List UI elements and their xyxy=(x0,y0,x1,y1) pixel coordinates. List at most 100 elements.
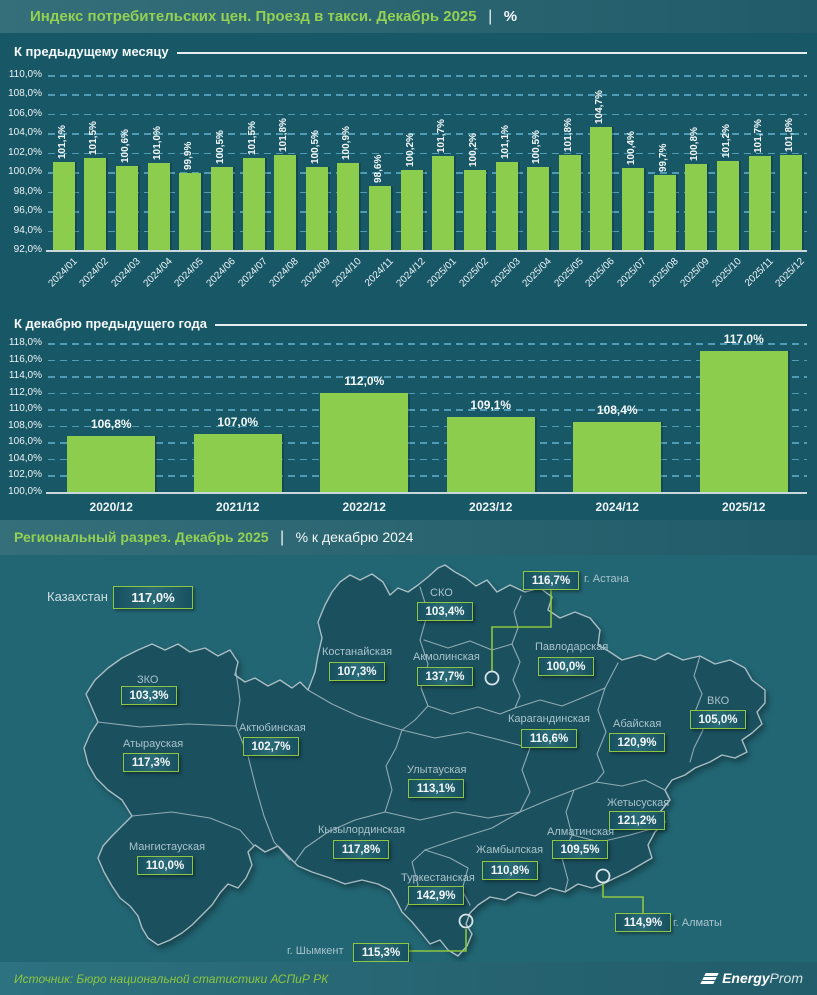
y-tick-label: 96,0% xyxy=(13,205,42,217)
callout-connector xyxy=(409,929,467,952)
region-value-box: 117,3% xyxy=(123,753,179,772)
bar-value-label: 101,8% xyxy=(784,117,796,152)
region-label: Костанайская xyxy=(322,646,393,658)
gridline xyxy=(48,75,807,77)
region-label: Карагандинская xyxy=(508,713,590,725)
bar-value-label: 106,8% xyxy=(90,416,132,431)
map-callouts-layer: Казахстан 117,0% СКО 103,4% г. Астана 116,7% К… xyxy=(0,555,817,962)
x-tick-label: 2023/12 xyxy=(469,500,513,514)
bar xyxy=(305,167,328,250)
y-tick-label: 110,0% xyxy=(8,403,42,415)
bar-value-label: 101,2% xyxy=(720,123,732,158)
page-title: Индекс потребительских цен. Проезд в так… xyxy=(30,8,477,25)
region-value-box: 100,0% xyxy=(538,657,594,676)
bar-value-label: 98,6% xyxy=(373,154,385,183)
gridline xyxy=(48,475,807,477)
bar xyxy=(748,155,771,250)
bar-value-label: 100,6% xyxy=(120,129,132,164)
bar-value-label: 107,0% xyxy=(217,415,259,430)
page-title-unit: % xyxy=(503,8,518,25)
region-value-box: 117,0% xyxy=(113,586,193,609)
bar xyxy=(320,392,409,492)
gridline xyxy=(48,113,807,116)
region-label: Атырауская xyxy=(123,738,184,750)
region-label: Кызылординская xyxy=(318,824,406,836)
region-label: Абайская xyxy=(613,718,662,730)
bar-value-label: 101,8% xyxy=(562,117,574,152)
bar xyxy=(210,167,233,250)
region-label: Павлодарская xyxy=(535,641,609,653)
bar-value-label: 100,2% xyxy=(404,133,416,168)
region-label: Алматинская xyxy=(547,826,615,838)
region-label: ЗКО xyxy=(137,674,159,686)
title-divider: | xyxy=(488,8,493,25)
region-value-box: 114,9% xyxy=(615,913,671,932)
region-label: ВКО xyxy=(707,695,730,707)
x-tick-label: 2021/12 xyxy=(216,500,260,514)
x-tick-label: 2024/01 xyxy=(46,256,80,290)
bar-value-label: 100,2% xyxy=(467,133,479,168)
region-label: Улытауская xyxy=(407,764,467,776)
region-label: Жетысуская xyxy=(607,797,670,809)
bar xyxy=(573,422,662,492)
bar-value-label: 101,5% xyxy=(88,120,100,155)
bar-value-label: 100,5% xyxy=(214,130,226,165)
y-tick-label: 102,0% xyxy=(8,146,42,158)
gridline xyxy=(48,458,807,461)
y-tick-label: 112,0% xyxy=(8,386,42,398)
region-value-box: 105,0% xyxy=(690,710,746,729)
bar xyxy=(67,435,156,492)
regional-title-bar: Региональный разрез. Декабрь 2025 | % к … xyxy=(0,520,817,555)
bar-value-label: 108,4% xyxy=(596,403,638,418)
city-marker xyxy=(595,868,611,884)
bar xyxy=(699,351,788,492)
bar xyxy=(147,162,170,250)
y-tick-label: 108,0% xyxy=(8,88,42,100)
section-yearly-header: К декабрю предыдущего года xyxy=(14,316,807,331)
bar xyxy=(653,175,676,250)
bar xyxy=(337,163,360,250)
y-tick-label: 92,0% xyxy=(13,244,42,255)
region-value-box: 109,5% xyxy=(552,840,608,859)
region-value-box: 120,9% xyxy=(609,733,665,752)
energyprom-logo-icon xyxy=(700,973,719,984)
y-tick-label: 106,0% xyxy=(8,436,42,448)
bar xyxy=(446,416,535,492)
x-axis-line xyxy=(46,250,807,252)
gridline xyxy=(48,359,807,362)
y-tick-label: 102,0% xyxy=(8,469,42,481)
y-tick-label: 118,0% xyxy=(8,337,42,348)
bar xyxy=(84,157,107,250)
region-label: Мангистауская xyxy=(129,841,206,853)
gridline xyxy=(48,442,807,444)
source-note: Источник: Бюро национальной статистики А… xyxy=(14,971,329,986)
y-tick-label: 106,0% xyxy=(8,107,42,119)
bar xyxy=(495,161,518,250)
bar xyxy=(590,126,613,250)
region-value-box: 116,7% xyxy=(523,571,579,590)
region-value-box: 115,3% xyxy=(353,943,409,962)
gridline xyxy=(48,343,807,345)
bar-value-label: 100,4% xyxy=(626,131,638,166)
bar xyxy=(558,154,581,250)
gridline xyxy=(48,94,807,96)
region-label: Казахстан xyxy=(47,589,108,604)
bar xyxy=(52,161,75,250)
region-value-box: 137,7% xyxy=(417,667,473,686)
region-label: г. Астана xyxy=(584,573,629,585)
region-label: г. Шымкент xyxy=(287,945,344,957)
bar-value-label: 117,0% xyxy=(723,332,764,347)
energyprom-logo: EnergyProm xyxy=(700,970,803,988)
bar xyxy=(369,185,392,250)
section-yearly-title: К декабрю предыдущего года xyxy=(14,316,207,331)
region-value-box: 142,9% xyxy=(408,886,464,905)
region-label: Акмолинская xyxy=(413,651,480,663)
region-label: Туркестанская xyxy=(401,872,475,884)
x-tick-label: 2022/12 xyxy=(342,500,386,514)
bar-value-label: 101,1% xyxy=(56,124,68,159)
region-value-box: 121,2% xyxy=(609,811,665,830)
bar-value-label: 99,7% xyxy=(657,143,669,173)
bar xyxy=(432,155,455,250)
gridline xyxy=(48,172,807,174)
region-value-box: 103,3% xyxy=(121,686,177,705)
